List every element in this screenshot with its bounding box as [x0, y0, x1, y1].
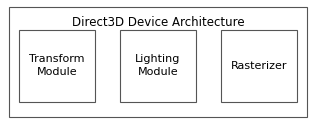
Bar [19, 30, 95, 102]
Bar [221, 30, 297, 102]
Text: Lighting
Module: Lighting Module [135, 54, 181, 77]
Bar [120, 30, 196, 102]
Bar [9, 7, 307, 117]
Text: Transform
Module: Transform Module [29, 54, 85, 77]
Text: Rasterizer: Rasterizer [231, 61, 287, 71]
Text: Direct3D Device Architecture: Direct3D Device Architecture [72, 16, 244, 29]
